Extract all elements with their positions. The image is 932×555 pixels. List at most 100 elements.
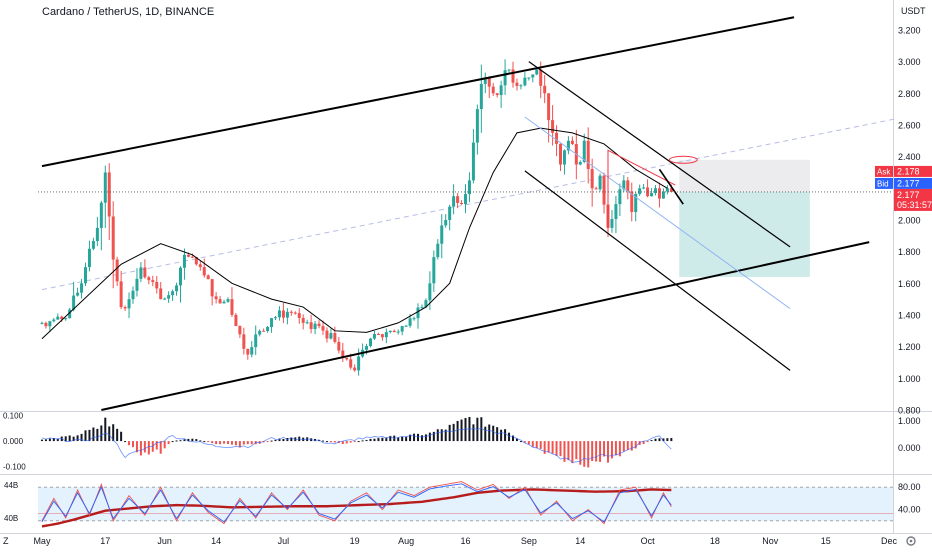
candle-body — [123, 307, 127, 309]
histogram-bar — [401, 436, 404, 442]
histogram-bar — [116, 428, 119, 442]
oscillator-histogram — [40, 417, 673, 468]
moving-average-line — [41, 127, 668, 340]
candle-body — [467, 180, 471, 195]
candle-body — [507, 69, 511, 71]
triangle-pattern — [607, 149, 676, 233]
candle-body — [622, 180, 626, 190]
histogram-bar — [120, 431, 123, 442]
candle-body — [487, 77, 491, 87]
bid-label: Bid — [877, 179, 889, 188]
candle-body — [543, 85, 547, 94]
candle-body — [384, 332, 388, 338]
price-tick-label: 2.000 — [898, 215, 921, 225]
histogram-bar — [480, 417, 483, 442]
candle-body — [285, 311, 289, 318]
stochastic-series-line — [41, 481, 672, 525]
candle-body — [254, 334, 258, 348]
candle-body — [582, 140, 586, 162]
ask-label: Ask — [877, 167, 891, 176]
histogram-bar — [143, 441, 146, 453]
candle-body — [52, 319, 56, 322]
candle-body — [657, 188, 661, 199]
oscillator-left-tick: 0.100 — [3, 412, 24, 421]
histogram-bar — [132, 441, 134, 448]
candle-body — [456, 196, 460, 203]
candle-body — [515, 82, 519, 86]
histogram-bar — [432, 431, 435, 442]
candle-body — [40, 322, 44, 324]
candle-body — [87, 248, 91, 268]
histogram-bar — [124, 441, 127, 443]
price-tick-label: 1.800 — [898, 247, 921, 257]
histogram-bar — [492, 425, 495, 442]
histogram-bar — [345, 441, 348, 444]
histogram-bar — [128, 441, 131, 446]
histogram-bar — [155, 441, 158, 450]
time-tick-label: 14 — [575, 536, 585, 546]
histogram-bar — [159, 441, 162, 454]
candle-body — [570, 140, 574, 145]
candle-body — [250, 347, 254, 355]
candle-body — [175, 285, 179, 292]
histogram-bar — [100, 425, 103, 442]
last-price-tag — [894, 188, 932, 211]
histogram-bar — [464, 418, 467, 442]
candle-body — [230, 299, 234, 315]
histogram-bar — [227, 441, 229, 444]
candle-body — [523, 77, 527, 86]
candle-body — [270, 318, 274, 327]
histogram-bar — [274, 439, 277, 442]
candle-body — [238, 326, 242, 335]
histogram-bar — [195, 439, 198, 442]
histogram-bar — [64, 436, 67, 442]
candle-body — [76, 292, 80, 296]
histogram-bar — [377, 438, 380, 442]
candle-body — [408, 318, 412, 326]
histogram-bar — [96, 428, 99, 442]
histogram-bar — [365, 439, 368, 442]
histogram-bar — [559, 441, 562, 457]
histogram-bar — [353, 441, 356, 443]
candle-body — [84, 267, 87, 284]
histogram-bar — [587, 441, 590, 468]
histogram-bar — [84, 430, 87, 442]
time-tick-label: May — [33, 536, 51, 546]
candle-body — [210, 279, 214, 297]
histogram-bar — [92, 427, 95, 442]
candle-body — [638, 188, 642, 195]
candle-body — [475, 109, 479, 143]
histogram-bar — [614, 441, 617, 456]
histogram-bar — [607, 441, 609, 463]
last-price: 2.177 — [897, 190, 920, 200]
candle-body — [333, 333, 337, 342]
histogram-bar — [52, 438, 55, 442]
candle-body — [186, 254, 190, 257]
candle-body — [376, 333, 380, 335]
candle-body — [444, 219, 448, 226]
candle-body — [95, 227, 99, 242]
candle-body — [64, 318, 68, 320]
time-tick-label: Jul — [278, 536, 290, 546]
candle-body — [503, 70, 507, 86]
candle-body — [590, 169, 594, 189]
histogram-bar — [349, 441, 352, 443]
candle-body — [630, 191, 634, 213]
histogram-bar — [571, 441, 574, 464]
candle-body — [519, 85, 523, 87]
candle-body — [309, 322, 313, 329]
candle-body — [448, 206, 452, 220]
candle-body — [535, 69, 539, 75]
candle-body — [171, 291, 175, 296]
histogram-bar — [44, 439, 47, 442]
histogram-bar — [294, 437, 297, 442]
histogram-bar — [424, 434, 427, 442]
down-channel-upper-line — [528, 61, 791, 248]
price-tick-label: 2.400 — [898, 152, 921, 162]
histogram-bar — [191, 438, 194, 442]
histogram-bar — [329, 441, 332, 443]
histogram-bar — [618, 441, 621, 457]
histogram-bar — [171, 441, 174, 443]
candle-body — [182, 254, 186, 268]
